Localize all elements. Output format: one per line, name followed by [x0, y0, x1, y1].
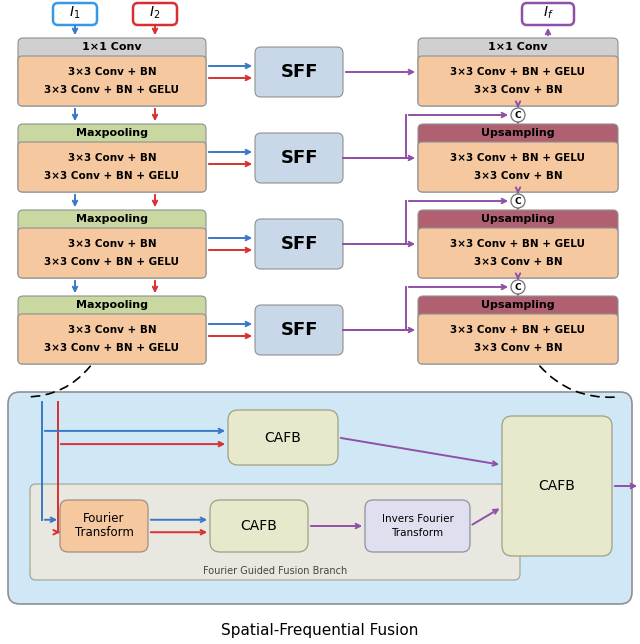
- Text: 1×1 Conv: 1×1 Conv: [82, 42, 142, 52]
- Text: $I_2$: $I_2$: [149, 5, 161, 21]
- Text: CAFB: CAFB: [264, 430, 301, 444]
- FancyBboxPatch shape: [418, 38, 618, 106]
- FancyBboxPatch shape: [418, 56, 618, 106]
- Text: CAFB: CAFB: [539, 479, 575, 493]
- FancyBboxPatch shape: [418, 314, 618, 364]
- Text: C: C: [515, 111, 522, 120]
- Text: Fourier Guided Fusion Branch: Fourier Guided Fusion Branch: [203, 566, 347, 576]
- Text: 3×3 Conv + BN: 3×3 Conv + BN: [68, 325, 156, 335]
- FancyBboxPatch shape: [418, 142, 618, 192]
- FancyBboxPatch shape: [255, 133, 343, 183]
- Text: 3×3 Conv + BN + GELU: 3×3 Conv + BN + GELU: [451, 325, 586, 335]
- Text: Fourier: Fourier: [83, 513, 125, 526]
- Text: 3×3 Conv + BN: 3×3 Conv + BN: [474, 171, 563, 181]
- Text: 3×3 Conv + BN: 3×3 Conv + BN: [68, 153, 156, 163]
- Text: 3×3 Conv + BN + GELU: 3×3 Conv + BN + GELU: [45, 343, 179, 353]
- Text: 3×3 Conv + BN + GELU: 3×3 Conv + BN + GELU: [45, 257, 179, 267]
- FancyBboxPatch shape: [418, 210, 618, 278]
- Text: CAFB: CAFB: [241, 519, 277, 533]
- Text: 3×3 Conv + BN: 3×3 Conv + BN: [68, 67, 156, 77]
- Circle shape: [511, 280, 525, 294]
- Text: 3×3 Conv + BN + GELU: 3×3 Conv + BN + GELU: [45, 171, 179, 181]
- Text: Maxpooling: Maxpooling: [76, 214, 148, 224]
- FancyBboxPatch shape: [228, 410, 338, 465]
- Circle shape: [511, 108, 525, 122]
- Text: 3×3 Conv + BN + GELU: 3×3 Conv + BN + GELU: [451, 239, 586, 249]
- FancyBboxPatch shape: [53, 3, 97, 25]
- Text: Maxpooling: Maxpooling: [76, 128, 148, 138]
- Text: 3×3 Conv + BN + GELU: 3×3 Conv + BN + GELU: [451, 67, 586, 77]
- Text: Transform: Transform: [392, 528, 444, 538]
- Text: $I_f$: $I_f$: [543, 5, 554, 21]
- FancyBboxPatch shape: [18, 228, 206, 278]
- FancyBboxPatch shape: [18, 38, 206, 106]
- Text: C: C: [515, 196, 522, 205]
- FancyBboxPatch shape: [18, 56, 206, 106]
- FancyBboxPatch shape: [18, 314, 206, 364]
- Text: 3×3 Conv + BN + GELU: 3×3 Conv + BN + GELU: [451, 153, 586, 163]
- Text: Maxpooling: Maxpooling: [76, 300, 148, 310]
- FancyBboxPatch shape: [18, 142, 206, 192]
- Text: 3×3 Conv + BN: 3×3 Conv + BN: [474, 257, 563, 267]
- Text: SFF: SFF: [280, 63, 317, 81]
- FancyBboxPatch shape: [255, 305, 343, 355]
- Text: C: C: [515, 283, 522, 292]
- Text: 3×3 Conv + BN: 3×3 Conv + BN: [474, 343, 563, 353]
- FancyBboxPatch shape: [133, 3, 177, 25]
- Text: Upsampling: Upsampling: [481, 128, 555, 138]
- FancyBboxPatch shape: [18, 296, 206, 364]
- Text: Spatial-Frequential Fusion: Spatial-Frequential Fusion: [221, 623, 419, 638]
- Text: SFF: SFF: [280, 235, 317, 253]
- Text: 3×3 Conv + BN + GELU: 3×3 Conv + BN + GELU: [45, 85, 179, 95]
- Text: 1×1 Conv: 1×1 Conv: [488, 42, 548, 52]
- FancyBboxPatch shape: [255, 219, 343, 269]
- FancyBboxPatch shape: [18, 124, 206, 192]
- FancyBboxPatch shape: [8, 392, 632, 604]
- FancyBboxPatch shape: [365, 500, 470, 552]
- Text: Upsampling: Upsampling: [481, 214, 555, 224]
- Text: Upsampling: Upsampling: [481, 300, 555, 310]
- FancyBboxPatch shape: [418, 296, 618, 364]
- Text: 3×3 Conv + BN: 3×3 Conv + BN: [474, 85, 563, 95]
- Text: SFF: SFF: [280, 321, 317, 339]
- FancyBboxPatch shape: [502, 416, 612, 556]
- FancyBboxPatch shape: [418, 124, 618, 192]
- Text: SFF: SFF: [280, 149, 317, 167]
- FancyBboxPatch shape: [210, 500, 308, 552]
- FancyBboxPatch shape: [18, 210, 206, 278]
- Text: $I_1$: $I_1$: [69, 5, 81, 21]
- FancyBboxPatch shape: [255, 47, 343, 97]
- FancyBboxPatch shape: [522, 3, 574, 25]
- FancyBboxPatch shape: [60, 500, 148, 552]
- Text: Invers Fourier: Invers Fourier: [381, 514, 453, 524]
- FancyBboxPatch shape: [418, 228, 618, 278]
- Text: 3×3 Conv + BN: 3×3 Conv + BN: [68, 239, 156, 249]
- Text: Transform: Transform: [75, 527, 133, 540]
- FancyBboxPatch shape: [30, 484, 520, 580]
- Circle shape: [511, 194, 525, 208]
